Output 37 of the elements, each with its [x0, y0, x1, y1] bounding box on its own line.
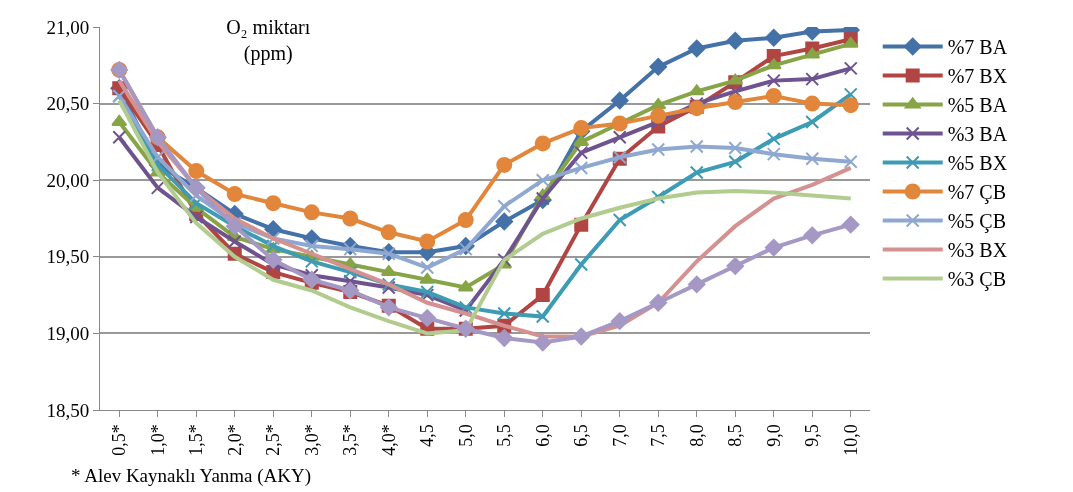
y-tick-label: 21,00: [46, 16, 90, 38]
x-tick-label: 2,0*: [224, 424, 245, 456]
x-tick-label: 6,0: [532, 424, 553, 447]
x-tick-label: 8,5: [725, 424, 746, 447]
y-tick-label: 19,50: [46, 246, 90, 268]
x-tick-label: 0,5*: [109, 424, 130, 456]
x-tick-label: 8,0: [686, 424, 707, 447]
legend-label: %7 ÇB: [947, 181, 1007, 205]
y-tick-label: 20,50: [46, 93, 90, 115]
x-tick-label: 7,5: [648, 424, 669, 447]
x-tick-label: 3,5*: [340, 424, 361, 456]
legend-label: %5 BX: [947, 152, 1008, 175]
x-tick-label: 5,0: [455, 424, 476, 447]
x-tick-label: 6,5: [571, 424, 592, 447]
y-tick-label: 19,00: [46, 323, 90, 345]
x-tick-label: 1,5*: [186, 424, 207, 456]
chart-title: O₂ miktarı (ppm): [226, 16, 311, 66]
text: * Alev Kaynaklı Yanma (AKY): [71, 465, 312, 487]
legend-label: %7 BX: [947, 65, 1008, 88]
x-tick-label: 4,0*: [378, 424, 399, 456]
legend-label: %3 BX: [947, 239, 1008, 262]
x-tick-label: 4,5: [417, 424, 438, 447]
y-tick-label: 20,00: [46, 169, 90, 191]
x-tick-label: 1,0*: [147, 424, 168, 456]
legend-label: %7 BA: [947, 36, 1008, 59]
legend-label: %5 BA: [947, 94, 1008, 117]
x-tick-label: 9,0: [763, 424, 784, 447]
x-tick-label: 3,0*: [301, 424, 322, 456]
x-tick-label: 9,5: [802, 424, 823, 447]
x-tick-label: 5,5: [494, 424, 515, 447]
y-tick-label: 18,50: [46, 399, 90, 421]
legend-label: %3 BA: [947, 123, 1008, 146]
legend-label: %5 ÇB: [947, 210, 1007, 234]
legend-label: %3 ÇB: [947, 268, 1007, 292]
x-tick-label: 10,0: [840, 424, 861, 456]
x-tick-label: 7,0: [609, 424, 630, 447]
x-tick-label: 2,5*: [263, 424, 284, 456]
